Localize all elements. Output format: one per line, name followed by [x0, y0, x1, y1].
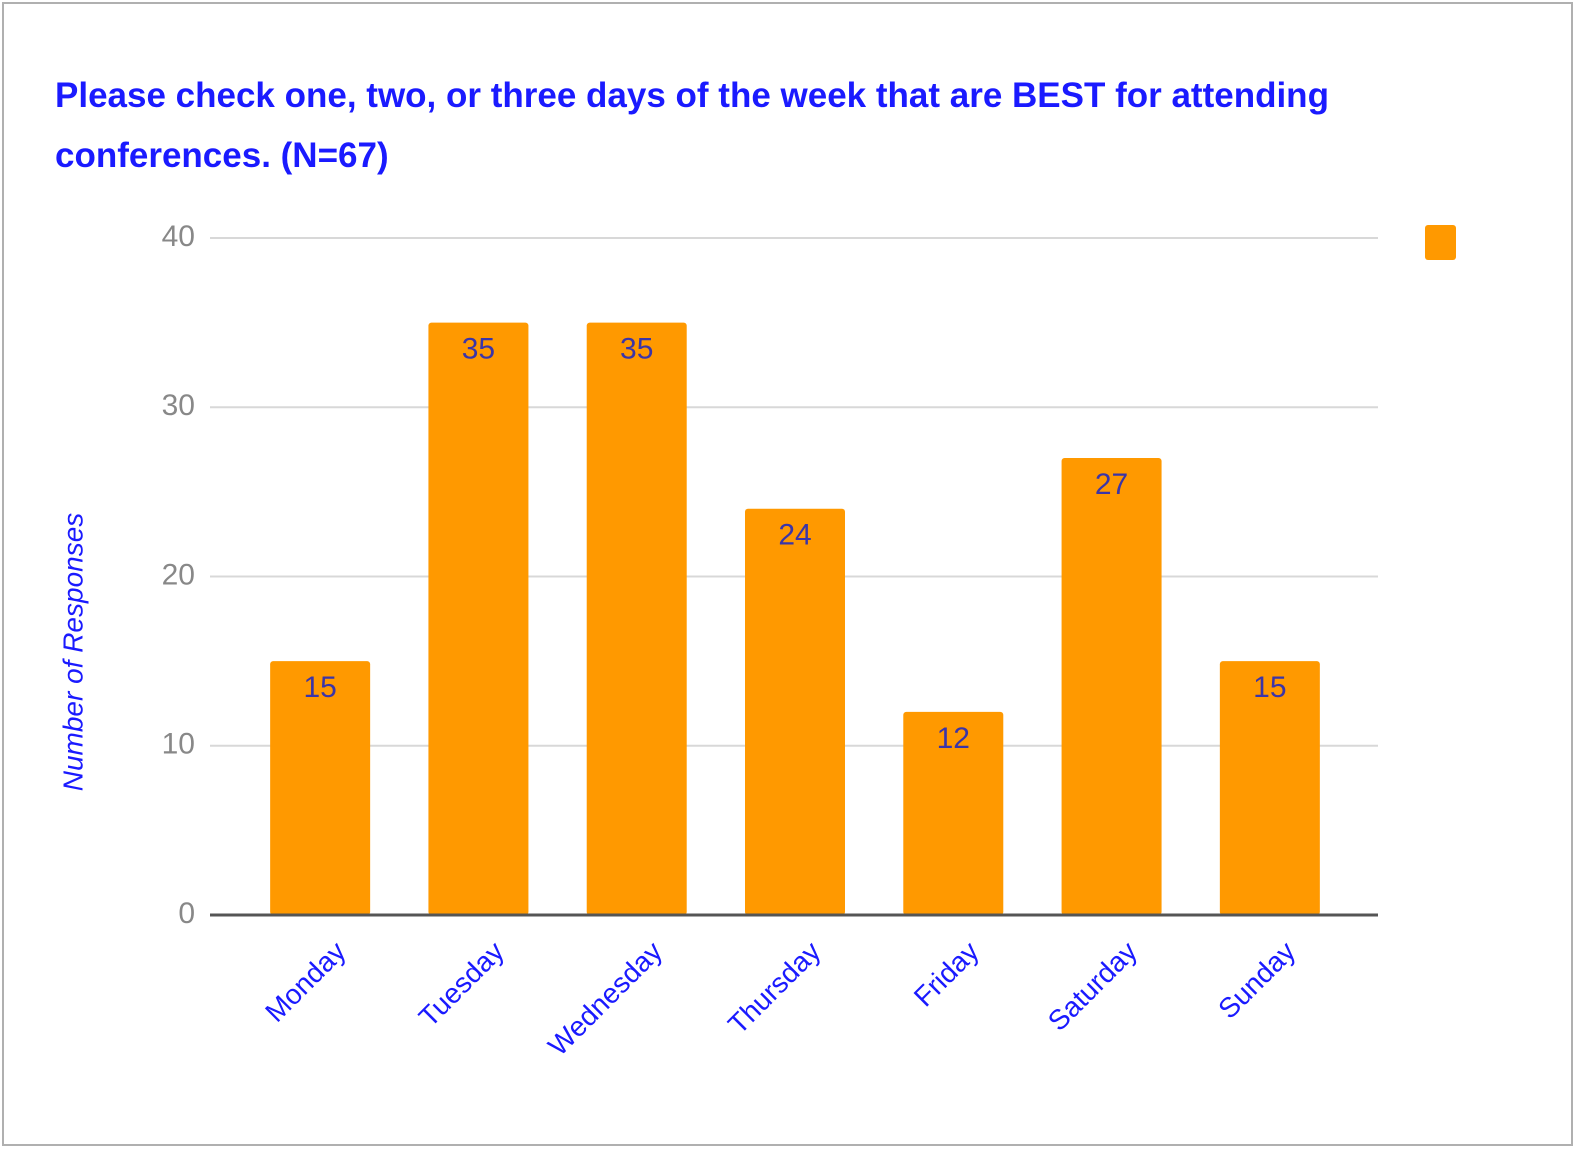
bar [903, 711, 1004, 915]
y-tick-label: 30 [162, 389, 195, 422]
data-label: 35 [620, 333, 653, 366]
data-label: 15 [303, 671, 336, 704]
data-label: 15 [1253, 671, 1286, 704]
x-tick-label: Monday [259, 936, 351, 1028]
x-tick-label: Wednesday [542, 936, 668, 1062]
y-tick-label: 20 [162, 558, 195, 591]
y-axis-label: Number of Responses [57, 513, 88, 792]
data-label: 27 [1095, 468, 1128, 501]
x-tick-label: Tuesday [413, 936, 510, 1033]
bar [270, 661, 371, 915]
chart-title: Please check one, two, or three days of … [55, 76, 1329, 175]
bar [428, 322, 529, 915]
bar [1061, 458, 1162, 915]
legend-swatch [1425, 225, 1456, 260]
x-tick-label: Friday [908, 936, 985, 1013]
x-tick-label: Sunday [1212, 936, 1301, 1025]
data-label: 24 [778, 519, 811, 552]
y-tick-label: 40 [162, 220, 195, 253]
bar [745, 508, 845, 915]
x-tick-label: Saturday [1042, 936, 1143, 1037]
y-tick-label: 0 [178, 897, 195, 930]
x-tick-label: Thursday [722, 936, 826, 1040]
bar [1219, 661, 1320, 915]
bar [586, 322, 687, 915]
y-tick-label: 10 [162, 728, 195, 761]
data-label: 35 [462, 333, 495, 366]
data-label: 12 [937, 722, 970, 755]
